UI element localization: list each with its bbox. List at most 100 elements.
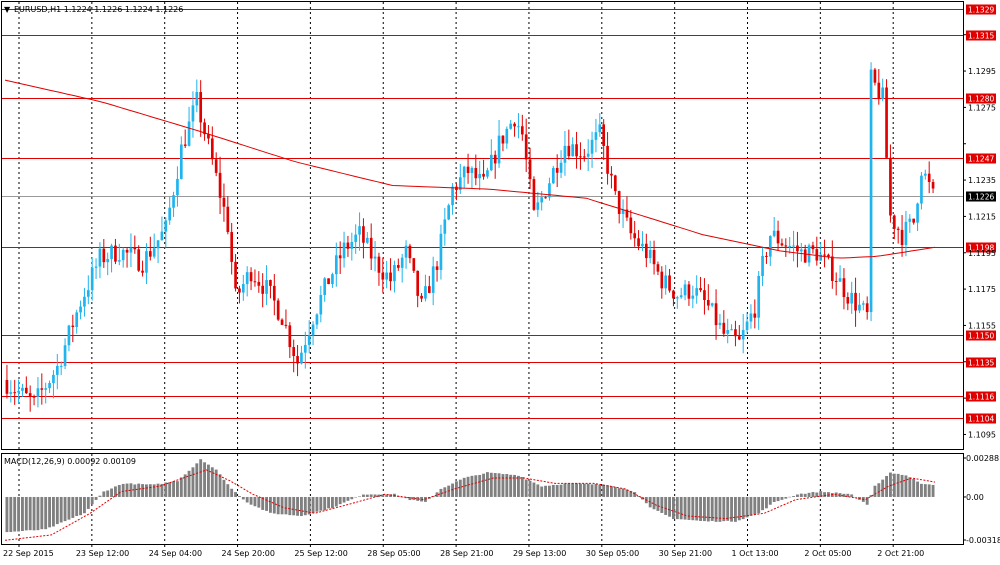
macd-bar — [854, 496, 857, 498]
price-tick-label: 1.1175 — [968, 285, 996, 294]
chart-menu-triangle-icon[interactable]: ▼ — [4, 5, 11, 14]
macd-bar — [300, 496, 303, 517]
macd-bar — [59, 496, 63, 523]
price-level-label: 1.1198 — [968, 244, 994, 253]
macd-bar — [365, 494, 369, 497]
candle — [377, 252, 381, 286]
macd-group — [4, 459, 936, 541]
candle — [579, 142, 582, 170]
macd-bar — [706, 496, 710, 522]
candle — [210, 126, 214, 165]
candle — [610, 166, 613, 189]
macd-bar — [451, 483, 454, 497]
candle — [261, 273, 265, 308]
macd-bar — [807, 492, 811, 497]
candle — [358, 212, 361, 251]
macd-bar — [920, 483, 923, 497]
macd-bar — [466, 476, 470, 497]
candle — [222, 183, 226, 222]
candle — [629, 210, 633, 240]
candle — [172, 191, 175, 217]
macd-bar — [338, 496, 342, 505]
macd-bar — [772, 496, 776, 502]
moving-average-group — [4, 79, 936, 259]
macd-bar — [703, 496, 706, 522]
macd-bar — [784, 496, 788, 499]
macd-bar — [590, 484, 594, 497]
macd-pane[interactable] — [1, 453, 964, 545]
candle — [827, 253, 830, 260]
macd-bar — [714, 496, 718, 522]
price-level-label: 1.1116 — [968, 393, 994, 402]
time-label: 23 Sep 12:00 — [76, 549, 129, 558]
candle — [706, 284, 710, 311]
macd-bar — [482, 473, 485, 497]
macd-bar — [5, 496, 9, 533]
macd-bar — [303, 496, 307, 516]
macd-bar — [718, 496, 722, 522]
candle — [439, 224, 443, 280]
macd-bar — [412, 496, 416, 500]
candle — [458, 163, 462, 194]
macd-bar — [323, 496, 327, 511]
macd-bar — [699, 496, 702, 521]
time-label: 29 Sep 13:00 — [513, 549, 566, 558]
macd-bar — [865, 496, 869, 505]
candle — [873, 67, 877, 86]
candle — [373, 241, 377, 272]
macd-bar — [75, 496, 79, 517]
candle — [179, 136, 183, 180]
price-axis[interactable]: 1.1095 1.1155 1.1175 1.1195 1.1215 1.1235 1.12… — [963, 34, 996, 440]
candle — [404, 240, 408, 269]
candle — [904, 210, 908, 257]
candle — [292, 339, 296, 373]
candle — [346, 235, 350, 257]
candle — [470, 166, 474, 189]
candle — [296, 345, 299, 377]
macd-axis: 0.00288 0.00 -0.00318 — [963, 454, 1000, 545]
candle — [834, 272, 838, 296]
candles-group — [5, 62, 935, 412]
candle — [59, 361, 63, 376]
candle — [920, 172, 923, 210]
candle — [741, 313, 745, 354]
candle — [501, 135, 505, 152]
macd-bar — [916, 481, 919, 497]
price-level-tag: 1.1315 — [966, 30, 996, 41]
macd-bar — [571, 483, 575, 497]
macd-bar — [389, 494, 392, 497]
candle — [160, 216, 164, 241]
candle — [226, 196, 230, 235]
candle — [877, 68, 881, 105]
macd-bar — [517, 475, 520, 497]
price-level-tag: 1.1150 — [966, 330, 996, 341]
candle — [780, 238, 784, 247]
macd-bar — [249, 496, 253, 505]
price-pane[interactable] — [1, 1, 964, 450]
candle — [590, 131, 594, 168]
macd-bar — [606, 485, 609, 497]
price-level-tag: 1.1116 — [966, 391, 996, 402]
macd-bar — [152, 484, 156, 497]
candle — [513, 122, 516, 137]
price-level-label: 1.1329 — [968, 6, 994, 15]
candle — [900, 215, 904, 257]
macd-bar — [470, 475, 474, 497]
candle — [520, 114, 524, 141]
candle — [772, 216, 776, 238]
candle — [734, 320, 737, 347]
macd-bar — [354, 496, 358, 498]
macd-bar — [904, 475, 908, 497]
candle — [110, 243, 113, 273]
candle — [152, 233, 156, 259]
candle — [703, 278, 706, 315]
macd-bar — [679, 496, 683, 520]
candle — [916, 202, 919, 232]
candle — [276, 298, 280, 321]
macd-tick-label: 0.00 — [966, 493, 984, 502]
macd-bar — [183, 474, 187, 497]
time-axis[interactable]: 22 Sep 2015 23 Sep 12:00 24 Sep 04:00 24 Se… — [3, 544, 924, 558]
candle — [40, 373, 44, 405]
